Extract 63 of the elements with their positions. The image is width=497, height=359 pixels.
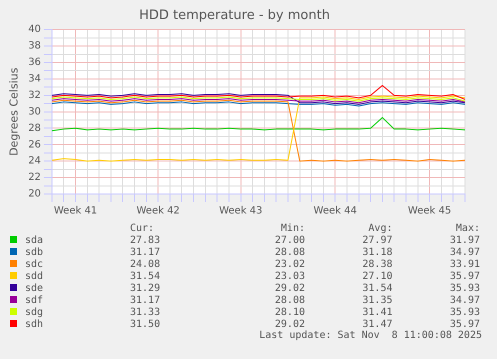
text: 35.93	[448, 283, 480, 295]
legend-label: sda	[24, 235, 44, 247]
text: 27.97	[361, 235, 392, 247]
text: 35.97	[448, 319, 480, 330]
legend-label: sdh	[24, 319, 44, 331]
x-tick-label: Week 45	[408, 206, 452, 217]
text: 31.54	[130, 271, 162, 283]
y-tick-label: 38	[28, 40, 41, 52]
y-tick-label: 26	[28, 139, 41, 150]
text: 31.33	[130, 307, 162, 319]
text: 23.02	[274, 259, 305, 271]
text: Cur:	[130, 223, 156, 235]
text: 35.97	[448, 271, 480, 283]
x-tick-label: Week 41	[54, 206, 98, 217]
chart-title: HDD temperature - by month	[139, 8, 330, 24]
legend-label: sdf	[24, 295, 44, 307]
y-axis-title: Degrees Celsius	[7, 67, 20, 156]
y-tick-label: 40	[28, 24, 41, 36]
text: Last update: Sat Nov 8 11:00:08 2025	[259, 330, 482, 341]
y-tick-label: 24	[28, 156, 41, 167]
text: 27.83	[130, 235, 162, 247]
text: 33.91	[448, 259, 480, 271]
text: 27.00	[274, 235, 305, 247]
text: 31.54	[361, 283, 392, 295]
x-tick-label: Week 44	[314, 206, 357, 217]
text: 29.02	[274, 319, 305, 330]
text: 31.97	[448, 235, 480, 247]
x-tick-label: Week 42	[136, 206, 180, 217]
text: Avg:	[367, 223, 392, 235]
legend-label: sdb	[24, 247, 44, 259]
text: 35.93	[448, 307, 480, 319]
text: 28.08	[274, 247, 305, 259]
text: 34.97	[448, 295, 480, 307]
text: 28.10	[274, 307, 305, 319]
text: 31.29	[130, 283, 162, 295]
y-tick-label: 30	[28, 106, 41, 118]
y-tick-label: 36	[28, 57, 41, 68]
legend-label: sdc	[24, 259, 44, 271]
text: 31.17	[130, 247, 162, 259]
text: 31.47	[361, 319, 392, 330]
text: 29.02	[274, 283, 305, 295]
text: 31.50	[130, 319, 162, 331]
text: 27.10	[361, 271, 392, 283]
text: 31.18	[361, 247, 392, 259]
legend-label: sdg	[24, 307, 44, 319]
text: 23.03	[274, 271, 305, 283]
text: Min:	[280, 223, 305, 235]
text: 34.97	[448, 247, 480, 259]
text: 31.41	[361, 307, 392, 319]
legend-label: sdd	[24, 271, 44, 283]
y-tick-label: 20	[28, 188, 41, 200]
text: 28.38	[361, 259, 392, 271]
y-tick-label: 34	[28, 74, 41, 85]
legend-label: sde	[24, 283, 44, 295]
text: 31.17	[130, 295, 162, 307]
text: 24.08	[130, 259, 162, 271]
y-tick-label: 28	[28, 122, 41, 134]
y-tick-label: 22	[28, 172, 41, 184]
text: 28.08	[274, 295, 305, 307]
x-tick-label: Week 43	[219, 206, 262, 217]
text: 31.35	[361, 295, 392, 307]
text: Max:	[454, 223, 480, 235]
y-tick-label: 32	[28, 90, 41, 101]
